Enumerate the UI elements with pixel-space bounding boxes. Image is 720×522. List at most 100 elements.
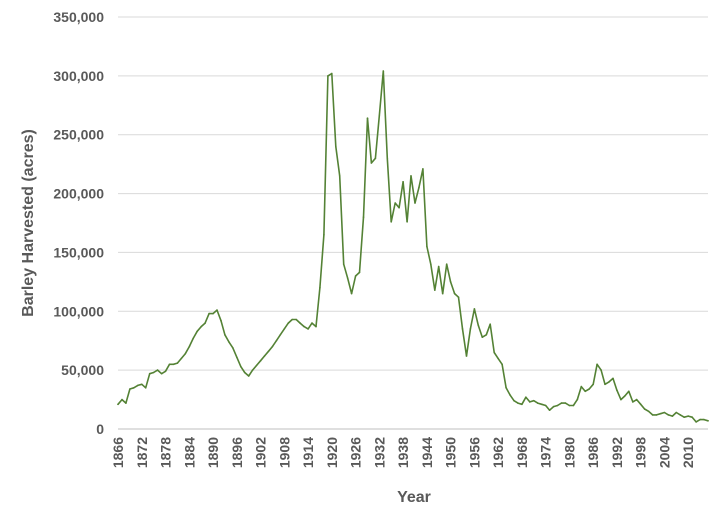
- data-point: [382, 70, 385, 72]
- data-point: [608, 381, 610, 383]
- data-point: [529, 401, 531, 403]
- data-point: [342, 263, 345, 266]
- data-point: [200, 325, 202, 328]
- data-point: [251, 369, 254, 371]
- data-point: [437, 265, 440, 268]
- data-point: [667, 414, 670, 416]
- data-point: [457, 296, 460, 299]
- data-point: [243, 371, 246, 374]
- data-point: [687, 415, 689, 417]
- data-point: [430, 263, 432, 266]
- data-point: [188, 345, 191, 348]
- data-point: [422, 168, 424, 170]
- data-point: [489, 323, 492, 326]
- data-point: [259, 359, 262, 362]
- data-point: [533, 399, 535, 402]
- data-point: [338, 175, 341, 177]
- data-point: [291, 318, 294, 321]
- x-tick-label: 1944: [419, 437, 435, 468]
- data-point: [275, 339, 278, 342]
- x-tick-label: 1938: [395, 437, 411, 468]
- data-point: [691, 416, 693, 419]
- data-point: [465, 355, 468, 357]
- data-point: [548, 409, 551, 412]
- data-point: [580, 385, 583, 388]
- data-point: [632, 401, 634, 403]
- data-point: [659, 412, 662, 415]
- data-point: [612, 377, 614, 380]
- data-point: [184, 352, 187, 355]
- data-point: [279, 334, 282, 336]
- data-point: [643, 408, 646, 410]
- data-point: [671, 415, 674, 417]
- data-point: [588, 388, 590, 390]
- data-point: [208, 312, 210, 315]
- data-point: [303, 325, 305, 328]
- y-tick-label: 300,000: [53, 68, 104, 84]
- data-point: [152, 371, 155, 374]
- data-point: [350, 292, 353, 295]
- data-point: [596, 363, 598, 366]
- x-tick-label: 1950: [443, 437, 459, 468]
- data-point: [319, 286, 321, 289]
- data-point: [493, 351, 496, 354]
- data-point: [180, 357, 183, 360]
- data-point: [129, 388, 131, 390]
- data-point: [445, 263, 448, 266]
- data-point: [315, 325, 317, 328]
- data-point: [584, 390, 586, 393]
- data-point: [240, 365, 242, 368]
- data-point: [406, 221, 408, 223]
- data-point: [168, 363, 171, 366]
- data-point: [287, 322, 290, 324]
- data-point: [675, 411, 678, 414]
- data-point: [473, 308, 476, 310]
- data-point: [536, 402, 539, 404]
- data-point: [137, 384, 139, 387]
- data-point: [513, 399, 515, 402]
- x-tick-label: 1866: [110, 437, 126, 468]
- data-point: [699, 418, 701, 421]
- data-point: [283, 328, 286, 330]
- data-point: [414, 202, 416, 204]
- x-tick-label: 1914: [300, 437, 316, 468]
- data-point: [224, 334, 226, 336]
- data-point: [556, 404, 559, 407]
- data-point: [651, 414, 654, 416]
- data-point: [481, 336, 484, 339]
- data-point: [358, 271, 361, 274]
- data-point: [441, 292, 444, 295]
- y-tick-label: 150,000: [53, 244, 104, 260]
- data-point: [509, 394, 511, 396]
- data-point: [469, 328, 472, 330]
- data-point: [679, 414, 682, 416]
- data-point: [449, 281, 452, 283]
- x-tick-label: 2004: [656, 437, 672, 468]
- gridlines: [118, 16, 708, 430]
- x-tick-label: 1932: [371, 437, 387, 468]
- data-point: [125, 402, 127, 404]
- data-point: [378, 115, 381, 117]
- data-point: [501, 363, 503, 366]
- x-tick-label: 1926: [348, 437, 364, 468]
- x-tick-label: 1986: [585, 437, 601, 468]
- data-point: [426, 245, 428, 248]
- y-tick-label: 200,000: [53, 186, 104, 202]
- data-point: [485, 334, 488, 336]
- y-tick-label: 250,000: [53, 127, 104, 143]
- x-tick-label: 1908: [276, 437, 292, 468]
- data-point: [497, 357, 499, 360]
- series-line: [117, 70, 709, 423]
- data-point: [576, 398, 579, 401]
- data-point: [663, 411, 666, 414]
- data-point: [592, 383, 594, 386]
- data-point: [335, 145, 337, 148]
- data-point: [521, 403, 523, 406]
- data-point: [695, 421, 697, 423]
- x-tick-label: 1884: [181, 437, 197, 468]
- x-tick-label: 1992: [609, 437, 625, 468]
- data-point: [311, 322, 313, 324]
- data-point: [121, 398, 123, 401]
- data-point: [176, 362, 179, 364]
- data-point: [354, 275, 357, 277]
